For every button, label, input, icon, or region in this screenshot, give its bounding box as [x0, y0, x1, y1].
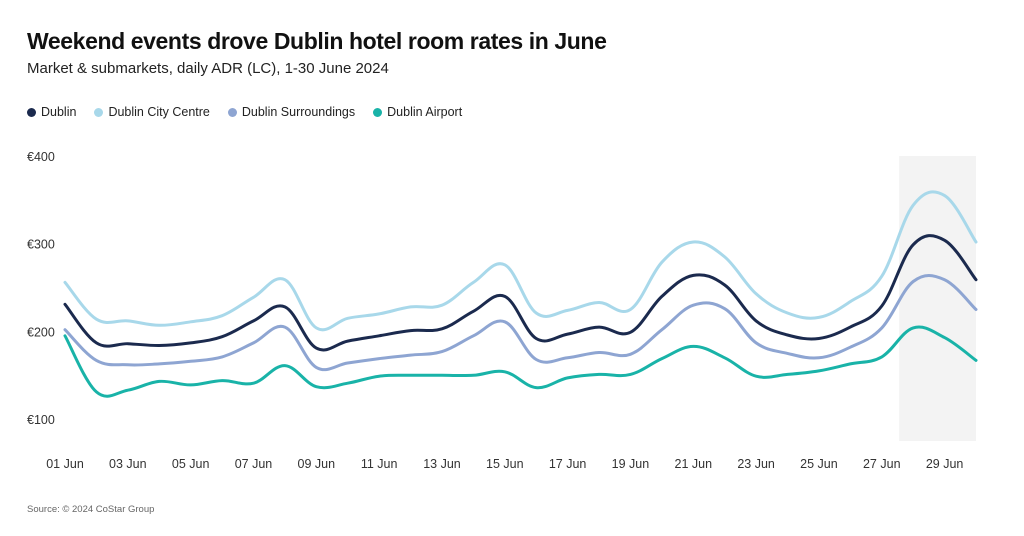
series-line-dublin-airport	[63, 325, 978, 398]
x-tick-label: 07 Jun	[235, 457, 273, 471]
legend-label: Dublin Surroundings	[241, 105, 356, 119]
highlight-band-layer	[899, 156, 976, 441]
legend-dot-icon	[27, 107, 36, 117]
legend-dot-icon	[94, 107, 104, 117]
legend-label: Dublin	[41, 105, 77, 119]
x-tick-label: 09 Jun	[298, 457, 336, 471]
legend-item-dublin-city-centre[interactable]: Dublin City Centre	[94, 105, 210, 119]
x-tick-label: 05 Jun	[172, 457, 210, 471]
x-tick-label: 11 Jun	[361, 457, 398, 471]
x-tick-label: 25 Jun	[800, 457, 838, 471]
series-line-dublin-city-centre	[63, 190, 978, 332]
y-tick-label: €300	[27, 238, 55, 252]
x-tick-label: 19 Jun	[612, 457, 650, 471]
x-tick-label: 17 Jun	[549, 457, 587, 471]
x-tick-label: 03 Jun	[109, 457, 147, 471]
x-tick-label: 21 Jun	[675, 457, 713, 471]
chart-title: Weekend events drove Dublin hotel room r…	[27, 28, 607, 54]
y-tick-label: €100	[27, 413, 55, 427]
x-tick-label: 29 Jun	[926, 457, 964, 471]
legend-item-dublin-surroundings[interactable]: Dublin Surroundings	[227, 105, 356, 119]
series-line-dublin	[63, 234, 978, 352]
x-tick-label: 01 Jun	[46, 457, 84, 471]
legend-item-dublin-airport[interactable]: Dublin Airport	[373, 105, 462, 119]
x-axis: 01 Jun 03 Jun 05 Jun 07 Jun 09 Jun 11 Jun 13 J…	[46, 457, 963, 471]
x-tick-label: 13 Jun	[423, 457, 461, 471]
series-layer	[63, 190, 978, 398]
x-tick-label: 15 Jun	[486, 457, 524, 471]
y-tick-label: €400	[27, 150, 55, 164]
highlight-band	[899, 156, 976, 441]
legend-dot-icon	[373, 107, 383, 117]
x-tick-label: 27 Jun	[863, 457, 901, 471]
y-axis: €100 €200 €300 €400	[27, 150, 55, 427]
legend-label: Dublin City Centre	[108, 105, 210, 119]
source-note: Source: © 2024 CoStar Group	[27, 504, 155, 515]
x-tick-label: 23 Jun	[737, 457, 775, 471]
y-tick-label: €200	[27, 325, 55, 339]
series-line-dublin-surroundings	[63, 273, 978, 372]
legend: Dublin Dublin City Centre Dublin Surroun…	[27, 105, 462, 119]
legend-label: Dublin Airport	[387, 105, 463, 119]
legend-item-dublin[interactable]: Dublin	[27, 105, 76, 119]
legend-dot-icon	[227, 107, 237, 117]
chart-subtitle: Market & submarkets, daily ADR (LC), 1-3…	[27, 60, 389, 77]
